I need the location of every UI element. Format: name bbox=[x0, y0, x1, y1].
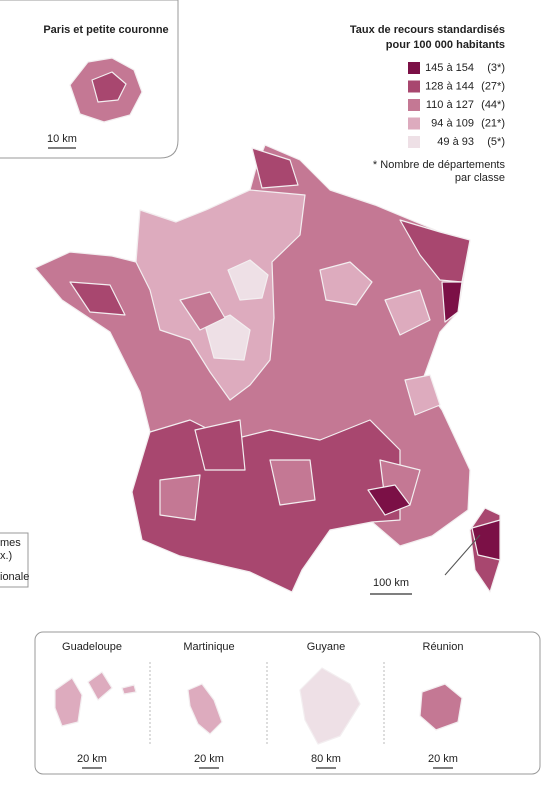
overseas-name: Guadeloupe bbox=[62, 641, 122, 653]
legend: 145 à 154 (3*) 128 à 144 (27*) 110 à 127 (44*… bbox=[408, 62, 505, 148]
side-text: ionale bbox=[0, 571, 29, 583]
department bbox=[251, 147, 299, 189]
department bbox=[384, 289, 431, 336]
legend-count: (27*) bbox=[481, 80, 505, 92]
overseas-name: Martinique bbox=[183, 641, 234, 653]
overseas-name: Guyane bbox=[307, 641, 346, 653]
side-box bbox=[0, 532, 29, 588]
legend-swatch bbox=[408, 62, 420, 74]
legend-count: (3*) bbox=[487, 62, 505, 74]
department-group bbox=[135, 189, 306, 401]
department bbox=[194, 419, 246, 471]
overseas-shape bbox=[121, 684, 137, 695]
legend-range: 49 à 93 bbox=[437, 136, 474, 148]
legend-note: par classe bbox=[455, 172, 505, 184]
scale-label: 20 km bbox=[194, 753, 224, 765]
department bbox=[69, 281, 126, 316]
scale-label: 20 km bbox=[77, 753, 107, 765]
department bbox=[471, 519, 501, 561]
overseas-shape bbox=[54, 677, 83, 727]
scale-label: 20 km bbox=[428, 753, 458, 765]
legend-note: * Nombre de départements bbox=[373, 159, 506, 171]
overseas-shape bbox=[87, 671, 113, 701]
paris-inset-frame bbox=[0, 0, 179, 159]
legend-swatch bbox=[408, 136, 420, 148]
side-text: x.) bbox=[0, 550, 12, 562]
department bbox=[159, 474, 201, 521]
paris-inset-title: Paris et petite couronne bbox=[43, 24, 168, 36]
overseas-name: Réunion bbox=[423, 641, 464, 653]
legend-title: pour 100 000 habitants bbox=[386, 39, 505, 51]
department bbox=[227, 259, 269, 301]
legend-range: 128 à 144 bbox=[425, 80, 474, 92]
department bbox=[179, 291, 226, 331]
legend-swatch bbox=[408, 99, 420, 111]
department bbox=[319, 261, 373, 306]
legend-range: 145 à 154 bbox=[425, 62, 474, 74]
corsica-separator bbox=[444, 534, 481, 576]
overseas-frame bbox=[34, 631, 541, 775]
legend-title: Taux de recours standardisés bbox=[350, 24, 505, 36]
department bbox=[367, 484, 411, 516]
scale-label: 100 km bbox=[373, 577, 409, 589]
legend-swatch bbox=[408, 117, 420, 130]
overseas-insets: Guadeloupe 20 km Martinique 20 km Guyane 80 k… bbox=[54, 641, 464, 769]
paris-shape bbox=[91, 71, 127, 103]
department bbox=[404, 374, 441, 416]
overseas-shape bbox=[187, 683, 223, 735]
legend-range: 110 à 127 bbox=[426, 99, 474, 111]
scale-label: 80 km bbox=[311, 753, 341, 765]
legend-range: 94 à 109 bbox=[431, 117, 474, 129]
department bbox=[269, 459, 316, 506]
legend-count: (5*) bbox=[487, 136, 505, 148]
overseas-shape bbox=[419, 683, 463, 731]
overseas-shape bbox=[299, 667, 361, 745]
legend-count: (21*) bbox=[481, 117, 505, 129]
department bbox=[204, 314, 251, 361]
legend-count: (44*) bbox=[481, 99, 505, 111]
department bbox=[441, 281, 463, 323]
scale-label: 10 km bbox=[47, 133, 77, 145]
side-text: mes bbox=[0, 537, 21, 549]
legend-swatch bbox=[408, 80, 420, 93]
france-map bbox=[34, 144, 501, 593]
